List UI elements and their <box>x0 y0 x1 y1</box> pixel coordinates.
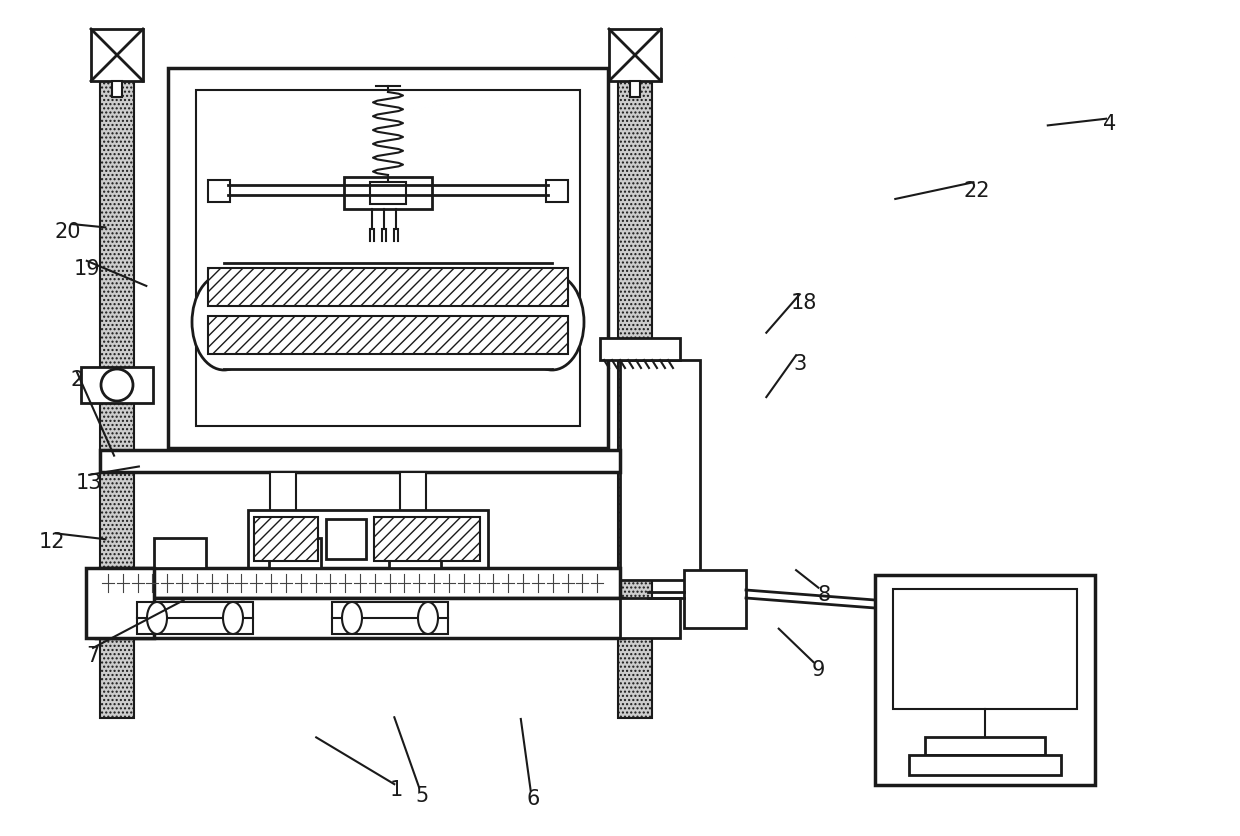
Ellipse shape <box>520 274 584 370</box>
Text: 2: 2 <box>71 370 83 390</box>
Bar <box>326 519 366 559</box>
Bar <box>208 180 229 202</box>
Text: 4: 4 <box>1104 114 1116 134</box>
Bar <box>346 594 388 612</box>
Bar <box>91 29 143 81</box>
Bar <box>893 589 1078 709</box>
Bar <box>112 81 122 97</box>
Bar <box>684 570 746 628</box>
Text: 8: 8 <box>818 585 831 605</box>
Bar <box>254 517 317 561</box>
Text: 1: 1 <box>391 780 403 800</box>
Bar <box>332 602 448 634</box>
Bar <box>224 263 552 369</box>
Bar <box>81 367 153 403</box>
Ellipse shape <box>148 602 167 634</box>
Bar <box>270 472 296 567</box>
Bar <box>208 316 568 354</box>
Bar <box>389 538 441 568</box>
Bar <box>618 68 652 718</box>
Text: 20: 20 <box>55 222 82 242</box>
Bar <box>269 538 321 568</box>
Bar <box>86 568 154 638</box>
Bar <box>620 360 701 580</box>
Text: 6: 6 <box>527 789 539 809</box>
Text: 3: 3 <box>794 354 806 374</box>
Text: 9: 9 <box>812 660 825 681</box>
Bar <box>100 450 620 472</box>
Bar <box>100 68 134 718</box>
Ellipse shape <box>100 369 133 401</box>
Text: 19: 19 <box>73 259 100 279</box>
Text: 13: 13 <box>76 473 103 493</box>
Text: 5: 5 <box>415 786 428 806</box>
Ellipse shape <box>342 602 362 634</box>
Bar <box>909 755 1061 775</box>
Bar <box>248 510 489 568</box>
Bar <box>546 180 568 202</box>
Bar <box>401 472 427 567</box>
Bar <box>167 68 608 448</box>
Bar <box>95 598 624 638</box>
Bar <box>374 517 480 561</box>
Bar <box>136 602 253 634</box>
Bar <box>370 182 405 204</box>
Bar <box>343 177 432 209</box>
Text: 18: 18 <box>790 293 817 313</box>
Text: 7: 7 <box>87 646 99 666</box>
Bar <box>356 568 379 594</box>
Bar <box>100 568 620 598</box>
Bar <box>609 29 661 81</box>
Ellipse shape <box>223 602 243 634</box>
Text: 12: 12 <box>38 532 66 552</box>
Bar <box>620 598 680 638</box>
Bar <box>208 268 568 306</box>
Bar <box>196 90 580 426</box>
Bar <box>875 575 1095 785</box>
Bar <box>600 338 680 360</box>
Ellipse shape <box>192 274 255 370</box>
Ellipse shape <box>418 602 438 634</box>
Bar <box>630 81 640 97</box>
Text: 22: 22 <box>963 181 991 201</box>
Bar <box>925 737 1045 755</box>
Bar <box>154 538 206 568</box>
